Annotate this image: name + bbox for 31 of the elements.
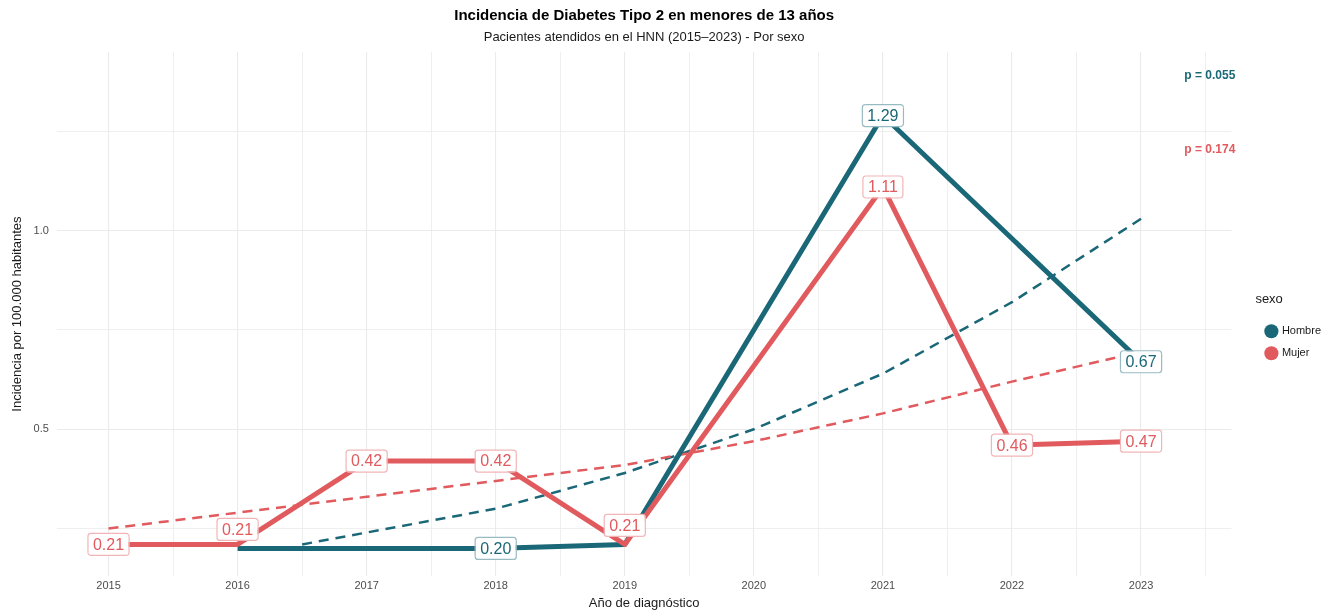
- chart-subtitle: Pacientes atendidos en el HNN (2015–2023) - Por sexo: [483, 28, 805, 44]
- data-label: 1.29: [867, 106, 899, 124]
- y-axis-title: Incidencia por 100.000 habitantes: [9, 216, 25, 412]
- data-label: 0.21: [609, 516, 641, 534]
- data-label: 0.47: [1125, 432, 1157, 450]
- data-label: 0.46: [996, 436, 1028, 454]
- chart-title: Incidencia de Diabetes Tipo 2 en menores de 13 años: [454, 6, 835, 24]
- data-label: 0.21: [92, 535, 125, 553]
- x-tick-label: 2017: [354, 578, 379, 591]
- x-tick-label: 2016: [225, 578, 250, 591]
- legend-label: Mujer: [1281, 346, 1310, 359]
- data-label: 0.42: [351, 452, 383, 470]
- x-tick-label: 2015: [96, 578, 121, 591]
- x-tick-label: 2018: [483, 578, 508, 591]
- y-tick-label: 0.5: [33, 422, 49, 435]
- y-tick-label: 1.0: [33, 223, 49, 236]
- data-label: 0.67: [1125, 353, 1157, 371]
- annotation: p = 0.174: [1184, 142, 1236, 157]
- annotation: p = 0.055: [1184, 68, 1236, 83]
- data-label: 0.21: [222, 520, 254, 538]
- data-label: 1.11: [867, 178, 898, 196]
- legend-label: Hombre: [1281, 324, 1321, 337]
- legend-title: sexo: [1255, 291, 1283, 307]
- data-label: 0.20: [480, 539, 512, 557]
- x-tick-label: 2020: [741, 578, 767, 591]
- data-label: 0.42: [480, 452, 512, 470]
- x-tick-label: 2023: [1128, 578, 1154, 591]
- x-tick-label: 2021: [870, 578, 896, 591]
- x-tick-label: 2022: [999, 578, 1025, 591]
- x-axis-title: Año de diagnóstico: [588, 594, 700, 610]
- x-tick-label: 2019: [612, 578, 638, 591]
